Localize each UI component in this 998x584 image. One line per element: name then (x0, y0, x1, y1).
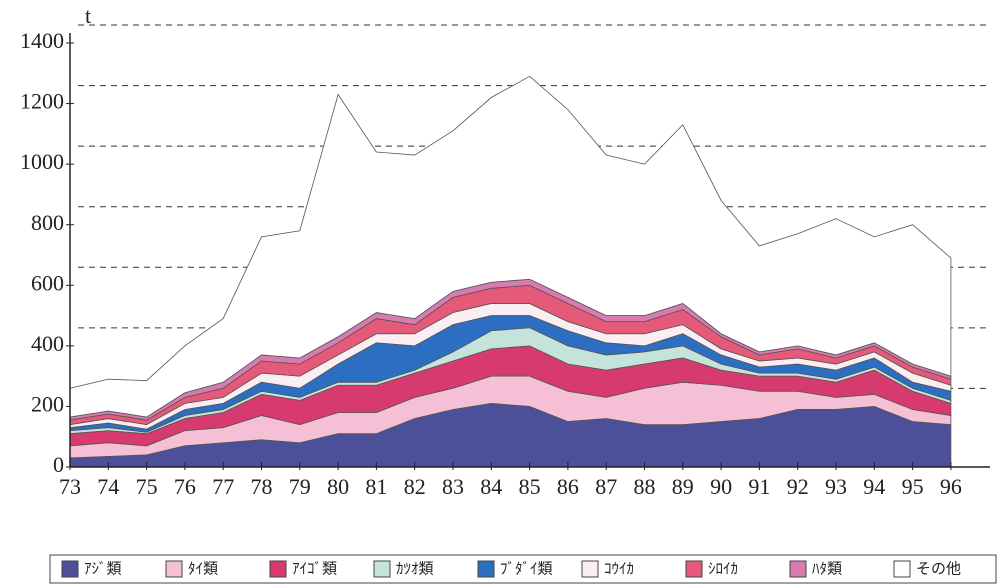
legend-label: ﾊﾀ類 (812, 560, 842, 577)
x-tick-label: 83 (442, 474, 464, 499)
x-tick-label: 84 (480, 474, 502, 499)
x-tick-label: 80 (327, 474, 349, 499)
legend-label: ｼﾛｲｶ (708, 561, 738, 577)
legend-swatch (165, 560, 183, 578)
x-tick-label: 87 (595, 474, 617, 499)
y-tick-label: 200 (31, 391, 64, 416)
y-axis-label: t (85, 3, 91, 28)
y-tick-label: 0 (53, 452, 64, 477)
y-tick-label: 400 (31, 331, 64, 356)
x-tick-label: 77 (212, 474, 234, 499)
legend-swatch (269, 560, 287, 578)
x-tick-label: 96 (940, 474, 962, 499)
y-tick-label: 600 (31, 270, 64, 295)
legend-label: ﾌﾞﾀﾞｲ類 (500, 560, 553, 577)
legend-frame (49, 554, 997, 584)
legend-swatch (893, 560, 911, 578)
area (69, 75, 952, 418)
x-tick-label: 81 (365, 474, 387, 499)
x-tick-label: 86 (557, 474, 579, 499)
x-tick-label: 90 (710, 474, 732, 499)
y-tick-label: 1200 (20, 89, 64, 114)
x-tick-label: 74 (97, 474, 119, 499)
legend-label: ｺｳｲｶ (604, 561, 634, 577)
x-tick-label: 73 (59, 474, 81, 499)
legend-label: ｱｼﾞ類 (84, 560, 122, 577)
x-tick-label: 92 (787, 474, 809, 499)
x-tick-label: 88 (634, 474, 656, 499)
x-tick-label: 82 (404, 474, 426, 499)
x-tick-label: 91 (748, 474, 770, 499)
legend-swatch (477, 560, 495, 578)
x-tick-label: 76 (174, 474, 196, 499)
x-tick-label: 78 (251, 474, 273, 499)
legend: ｱｼﾞ類 ﾀｲ類 ｱｲｺﾞ類 ｶﾂｵ類 ﾌﾞﾀﾞｲ類 ｺｳｲｶ ｼﾛｲｶ ﾊﾀ類 その他 (61, 560, 961, 578)
y-tick-label: 1400 (20, 28, 64, 53)
legend-swatch (581, 560, 599, 578)
y-tick-label: 800 (31, 210, 64, 235)
x-tick-label: 85 (519, 474, 541, 499)
legend-swatch (685, 560, 703, 578)
legend-label: ｶﾂｵ類 (396, 560, 434, 577)
legend-swatch (61, 560, 79, 578)
legend-swatch (373, 560, 391, 578)
x-tick-label: 95 (902, 474, 924, 499)
x-tick-label: 75 (136, 474, 158, 499)
legend-swatch (789, 560, 807, 578)
x-tick-label: 94 (863, 474, 885, 499)
x-tick-label: 93 (825, 474, 847, 499)
legend-label: その他 (916, 560, 961, 577)
y-tick-label: 1000 (20, 149, 64, 174)
legend-label: ｱｲｺﾞ類 (292, 560, 337, 577)
legend-label: ﾀｲ類 (188, 560, 218, 577)
x-tick-label: 89 (672, 474, 694, 499)
x-tick-label: 79 (289, 474, 311, 499)
